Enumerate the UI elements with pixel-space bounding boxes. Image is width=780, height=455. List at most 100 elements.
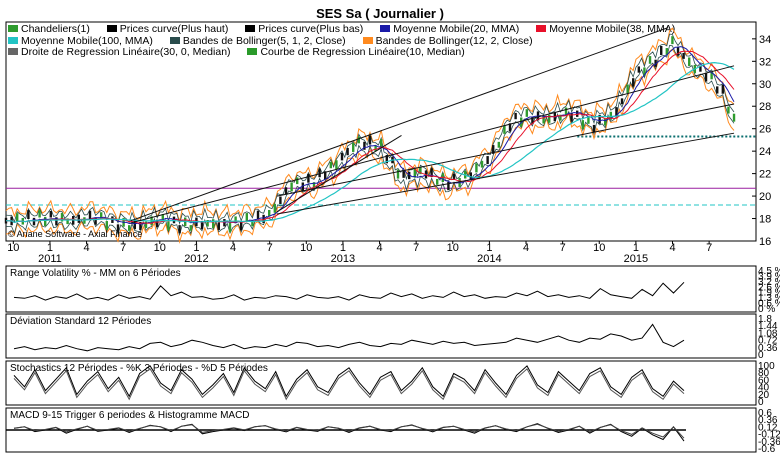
indicator-tick-label: 60 bbox=[758, 375, 770, 386]
candle bbox=[671, 36, 674, 45]
legend-item-ma38: Moyenne Mobile(38, MMA) bbox=[536, 23, 676, 36]
legend-row-2: Moyenne Mobile(100, MMA) Bandes de Bolli… bbox=[8, 34, 728, 48]
candle bbox=[324, 171, 327, 180]
candle bbox=[200, 220, 204, 230]
x-tick-label: 1 bbox=[340, 242, 346, 254]
chart-title: SES Sa ( Journalier ) bbox=[316, 6, 444, 21]
x-tick-label: 7 bbox=[560, 242, 566, 254]
x-year-label: 2013 bbox=[331, 253, 355, 265]
candle bbox=[139, 221, 142, 231]
candle bbox=[245, 213, 249, 222]
candle bbox=[312, 182, 316, 188]
indicator-title: Range Volatility % - MM on 6 Périodes bbox=[10, 268, 181, 279]
indicator-line-d bbox=[13, 368, 685, 401]
indicator-line bbox=[13, 423, 685, 442]
indicator-tick-label: 3.9 % bbox=[758, 271, 780, 282]
moving-average-100 bbox=[5, 61, 735, 224]
indicator-panel-frame bbox=[5, 313, 757, 359]
indicator-title: Stochastics 12 Périodes - %K 3 Périodes … bbox=[10, 363, 268, 374]
legend-swatch bbox=[245, 25, 256, 32]
moving-average-38 bbox=[5, 50, 735, 224]
x-tick-label: 4 bbox=[376, 242, 382, 254]
indicator-line bbox=[13, 365, 685, 398]
indicator-line bbox=[13, 281, 685, 301]
legend-label: Courbe de Regression Linéaire(10, Median… bbox=[260, 46, 465, 59]
legend-item-regression-curve: Courbe de Regression Linéaire(10, Median… bbox=[247, 46, 465, 59]
candle bbox=[178, 225, 181, 234]
candle bbox=[105, 221, 109, 230]
indicator-title: MACD 9-15 Trigger 6 periodes & Histogram… bbox=[10, 410, 250, 421]
candle bbox=[284, 187, 288, 195]
y-tick-label: 18 bbox=[759, 214, 771, 226]
candle bbox=[441, 173, 445, 182]
x-tick-label: 1 bbox=[633, 242, 639, 254]
candle bbox=[564, 107, 568, 117]
candle bbox=[632, 78, 635, 87]
candle bbox=[486, 156, 489, 165]
candle bbox=[654, 59, 657, 67]
candle bbox=[100, 212, 103, 220]
indicator-panel-frame bbox=[5, 360, 757, 406]
candle bbox=[251, 220, 254, 227]
candle bbox=[49, 210, 53, 218]
candle bbox=[615, 107, 618, 116]
candle bbox=[77, 214, 81, 223]
trend-line bbox=[130, 27, 669, 222]
candle bbox=[716, 86, 719, 94]
indicator-tick-label: 3.2 % bbox=[758, 277, 780, 288]
indicator-tick-label: 0.36 bbox=[758, 415, 778, 426]
legend-swatch bbox=[362, 36, 373, 44]
candle bbox=[637, 66, 641, 73]
candle bbox=[363, 141, 366, 150]
candle bbox=[604, 118, 607, 126]
candle bbox=[413, 168, 417, 178]
legend-label: Moyenne Mobile(38, MMA) bbox=[549, 23, 676, 35]
candle bbox=[402, 170, 405, 178]
indicator-panel-frame bbox=[5, 265, 757, 313]
trend-line bbox=[130, 65, 735, 224]
indicator-tick-label: 1.3 % bbox=[758, 293, 780, 304]
y-tick-label: 26 bbox=[759, 124, 771, 136]
candle bbox=[368, 135, 372, 145]
y-tick-label: 30 bbox=[759, 79, 771, 91]
candle bbox=[167, 221, 170, 231]
legend-item-bollinger-12: Bandes de Bollinger(12, 2, Close) bbox=[362, 34, 533, 48]
candle bbox=[665, 48, 669, 55]
legend-item-high-curve: Prices curve(Plus haut) bbox=[106, 23, 228, 36]
candle bbox=[721, 84, 725, 94]
candle bbox=[44, 216, 47, 226]
bollinger-5-upper bbox=[5, 33, 735, 225]
indicator-tick-label: 0 bbox=[758, 350, 764, 361]
legend-row-1: Chandeliers(1) Prices curve(Plus haut) P… bbox=[8, 23, 728, 36]
candle bbox=[296, 177, 299, 185]
candle bbox=[643, 67, 646, 77]
candle bbox=[525, 109, 529, 117]
candle bbox=[346, 147, 349, 156]
indicator-tick-label: 1.44 bbox=[758, 321, 778, 332]
legend-item-low-curve: Prices curve(Plus bas) bbox=[245, 23, 363, 36]
candle bbox=[335, 160, 338, 170]
legend-label: Bandes de Bollinger(12, 2, Close) bbox=[375, 34, 533, 47]
candle bbox=[660, 45, 663, 55]
candle bbox=[598, 114, 601, 124]
y-tick-label: 16 bbox=[759, 236, 771, 248]
candle bbox=[727, 106, 730, 114]
x-tick-label: 10 bbox=[7, 242, 19, 254]
candle bbox=[301, 182, 305, 191]
candle bbox=[55, 217, 58, 226]
candle bbox=[66, 218, 69, 225]
candle bbox=[290, 182, 293, 192]
indicator-tick-label: 0.12 bbox=[758, 422, 778, 433]
candle bbox=[452, 173, 456, 180]
candle bbox=[497, 141, 501, 148]
moving-average-20 bbox=[5, 46, 735, 225]
indicator-tick-label: -0.12 bbox=[758, 430, 780, 441]
x-tick-label: 7 bbox=[120, 242, 126, 254]
trend-line bbox=[276, 135, 402, 213]
x-year-label: 2014 bbox=[477, 253, 501, 265]
candle bbox=[436, 178, 439, 185]
candle bbox=[581, 120, 585, 130]
candle bbox=[542, 116, 545, 124]
candle bbox=[475, 163, 478, 173]
